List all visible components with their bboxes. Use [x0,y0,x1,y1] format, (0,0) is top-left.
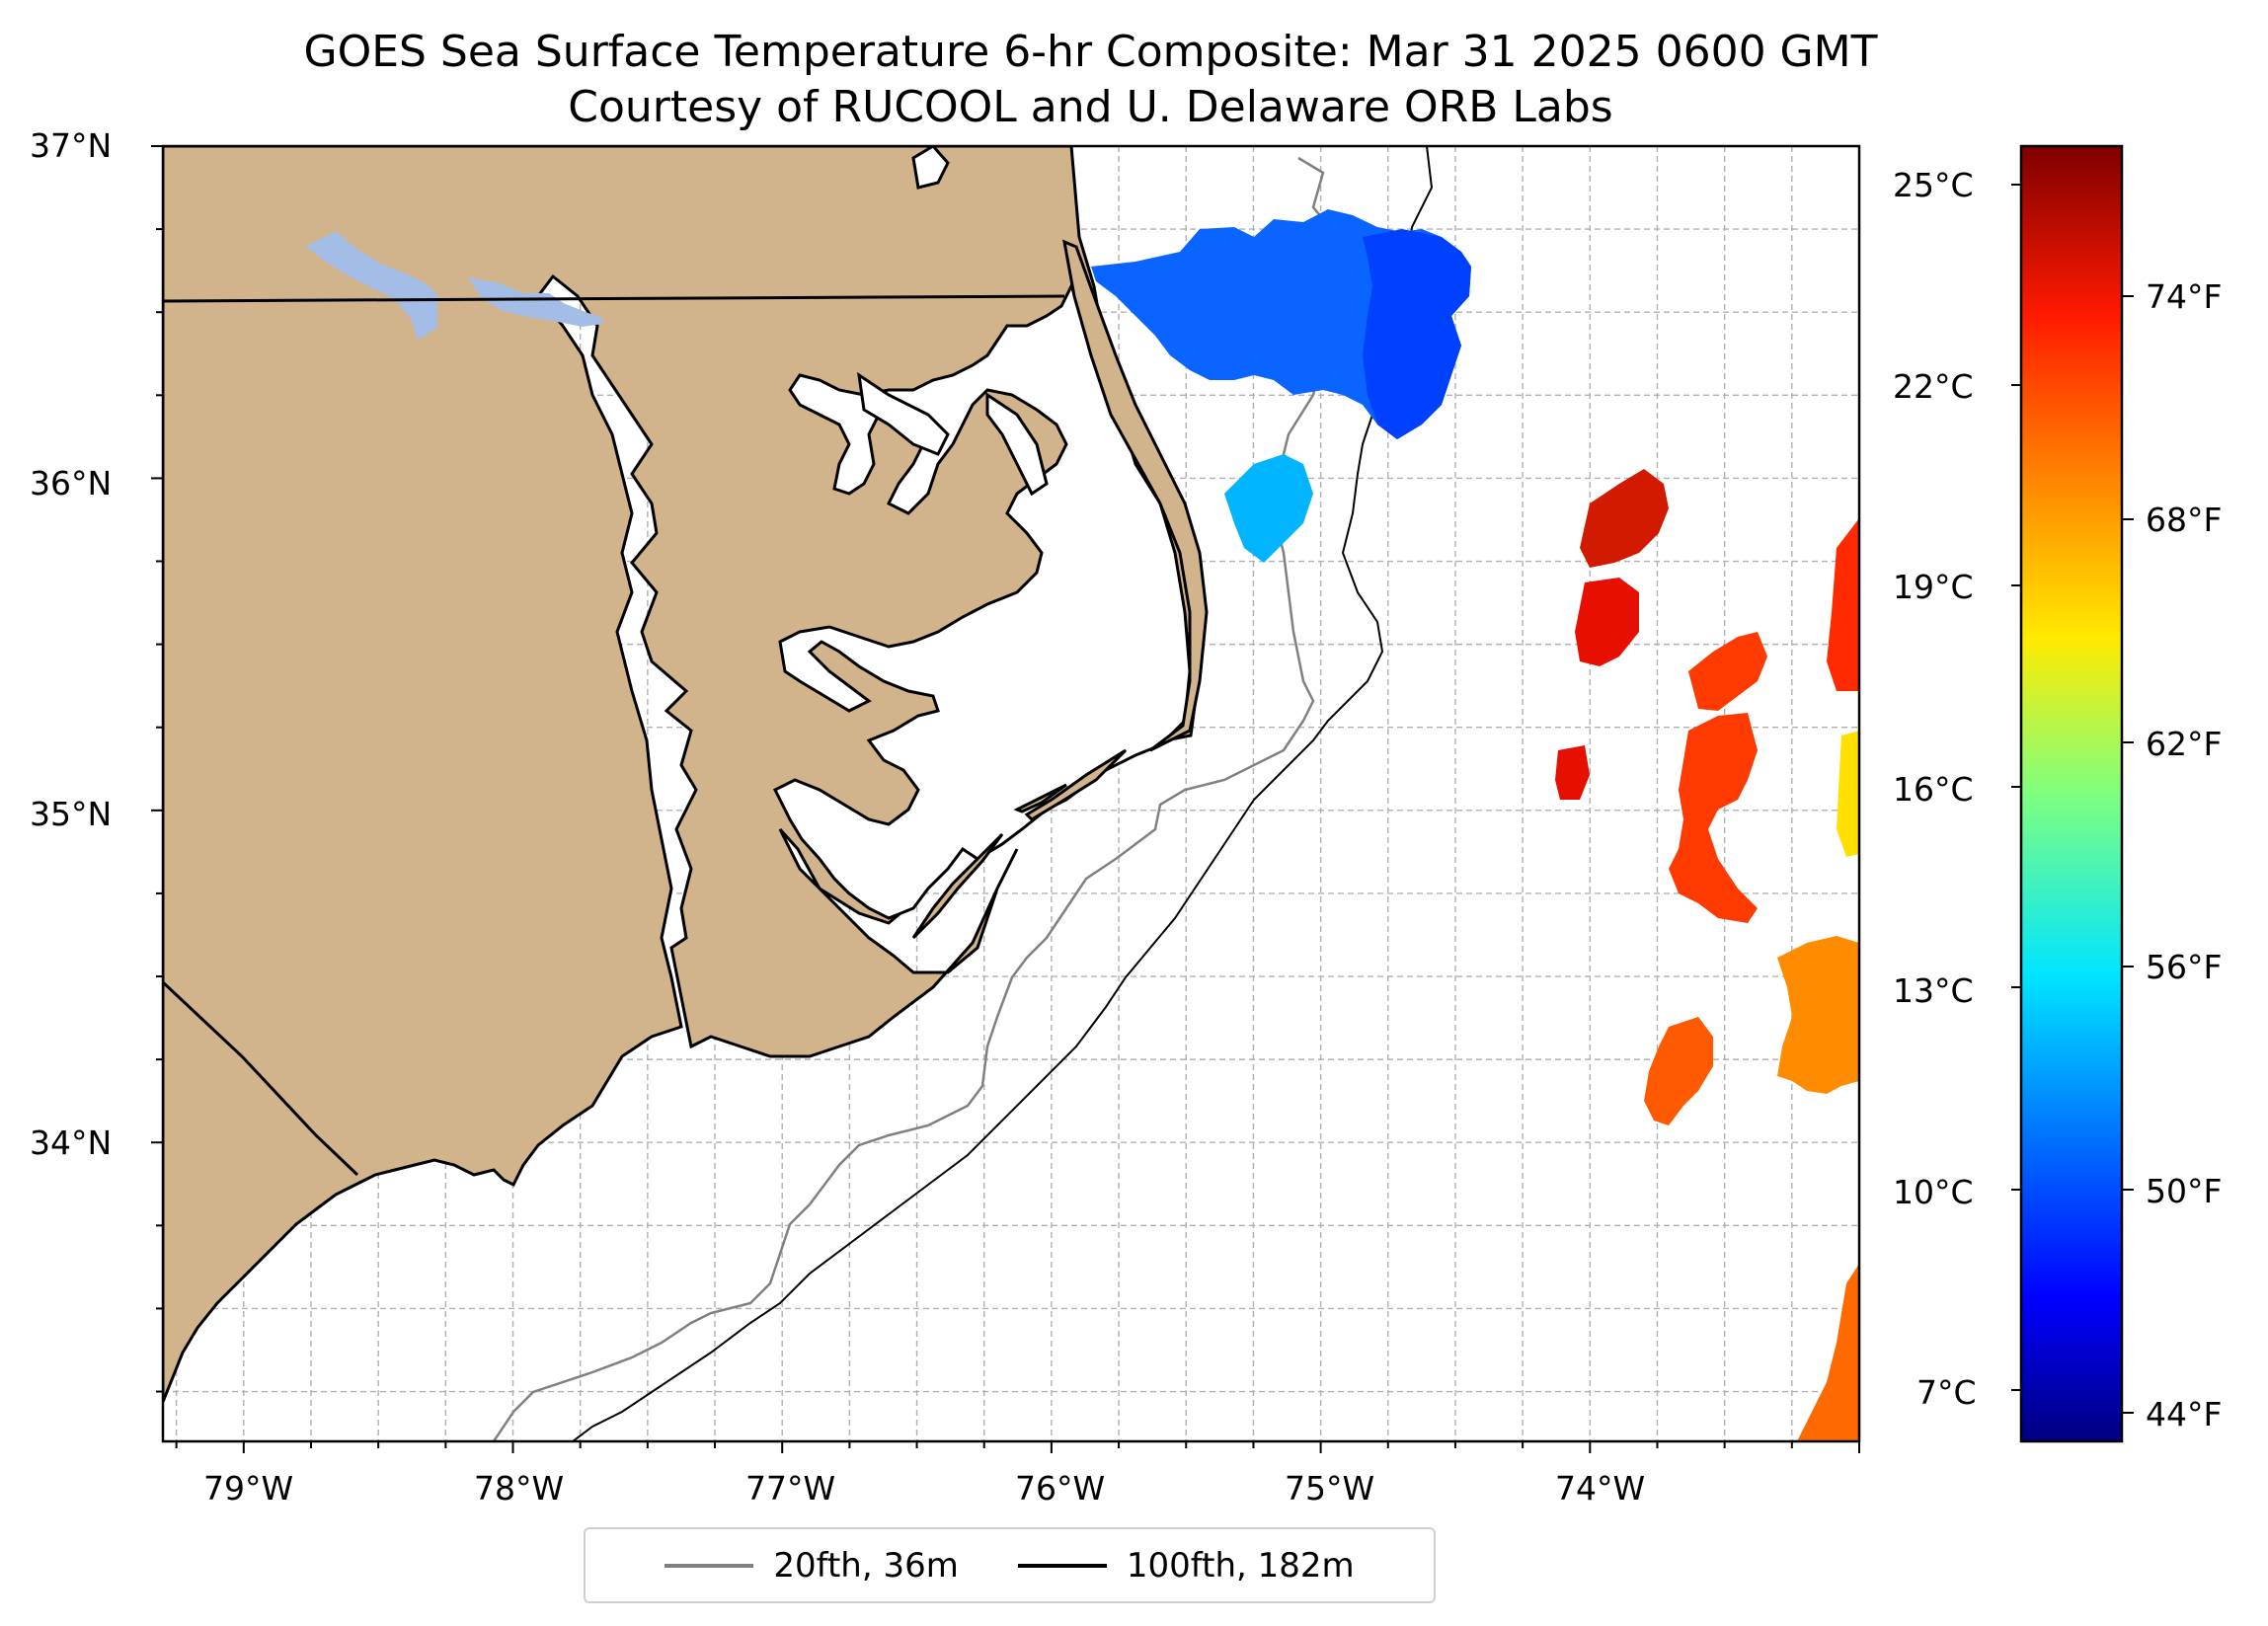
sst-patch-orange-edge [1797,1264,1859,1441]
state-border-nc-sc [163,980,359,1177]
lon-label: 78°W [474,1469,565,1508]
graticule-grid [163,146,1859,1441]
state-border-va-nc [163,294,1065,303]
fahrenheit-label: 62°F [2146,725,2223,763]
lon-label: 74°W [1555,1469,1646,1508]
colorbar [2019,144,2124,1443]
sst-patch-yellow [1837,731,1859,857]
legend-label: 20fth, 36m [773,1545,959,1586]
lat-label: 37°N [30,126,113,165]
lat-label: 34°N [30,1123,113,1162]
celsius-label: 7°C [1916,1373,1977,1412]
axis-ticks [151,145,1860,1453]
celsius-label: 22°C [1893,367,1974,406]
fahrenheit-label: 68°F [2146,501,2223,539]
title-line-1: GOES Sea Surface Temperature 6-hr Compos… [303,27,1878,77]
celsius-label: 16°C [1893,770,1974,809]
celsius-label: 10°C [1893,1173,1974,1211]
legend-label: 100fth, 182m [1126,1545,1355,1586]
celsius-label: 25°C [1893,166,1974,204]
map-area [163,146,1859,1441]
lake [467,276,603,328]
fahrenheit-label: 74°F [2146,277,2223,316]
sst-patch-red [1580,469,1669,568]
sst-patch-orange [1777,936,1859,1094]
lake [305,231,437,341]
sst-patch-cold-dark [1363,229,1471,439]
sst-patch-orange [1644,1017,1713,1125]
lon-label: 77°W [745,1469,836,1508]
fahrenheit-label: 50°F [2146,1172,2223,1210]
legend-line-black [1017,1563,1107,1568]
celsius-label: 13°C [1893,971,1974,1010]
sst-patch-red [1575,578,1639,666]
barrier-island [1024,748,1128,821]
sst-patch-orange-red [1669,713,1758,923]
estuary [985,392,1049,497]
lon-label: 75°W [1285,1469,1375,1508]
sound-inlet [911,146,950,190]
estuary [857,371,950,456]
contour-20fth [492,156,1345,1441]
title-line-2: Courtesy of RUCOOL and U. Delaware ORB L… [568,82,1613,132]
legend-item-100fth: 100fth, 182m [1017,1545,1355,1586]
sst-patch-red [1555,745,1590,800]
lat-label: 36°N [30,464,113,503]
lat-label: 35°N [30,795,113,833]
pamlico-sound [772,282,1192,920]
map-frame [161,144,1861,1443]
sst-patch-orange-red [1688,632,1767,711]
barrier-island [911,832,1004,940]
legend-item-20fth: 20fth, 36m [665,1546,959,1586]
lon-label: 76°W [1015,1469,1106,1508]
fahrenheit-label: 44°F [2146,1395,2223,1433]
barrier-island [1013,783,1067,813]
barrier-island [1062,239,1209,752]
contour-legend: 20fth, 36m 100fth, 182m [584,1527,1436,1603]
lon-label: 79°W [203,1469,294,1508]
colorbar-ticks [2011,184,2134,1414]
fahrenheit-label: 56°F [2146,948,2223,986]
legend-line-gray [665,1563,754,1568]
celsius-label: 19°C [1893,568,1974,606]
sst-patch-cyan [1224,454,1313,563]
map-title: GOES Sea Surface Temperature 6-hr Compos… [161,25,2020,135]
sst-patch-red-edge [1827,518,1859,691]
